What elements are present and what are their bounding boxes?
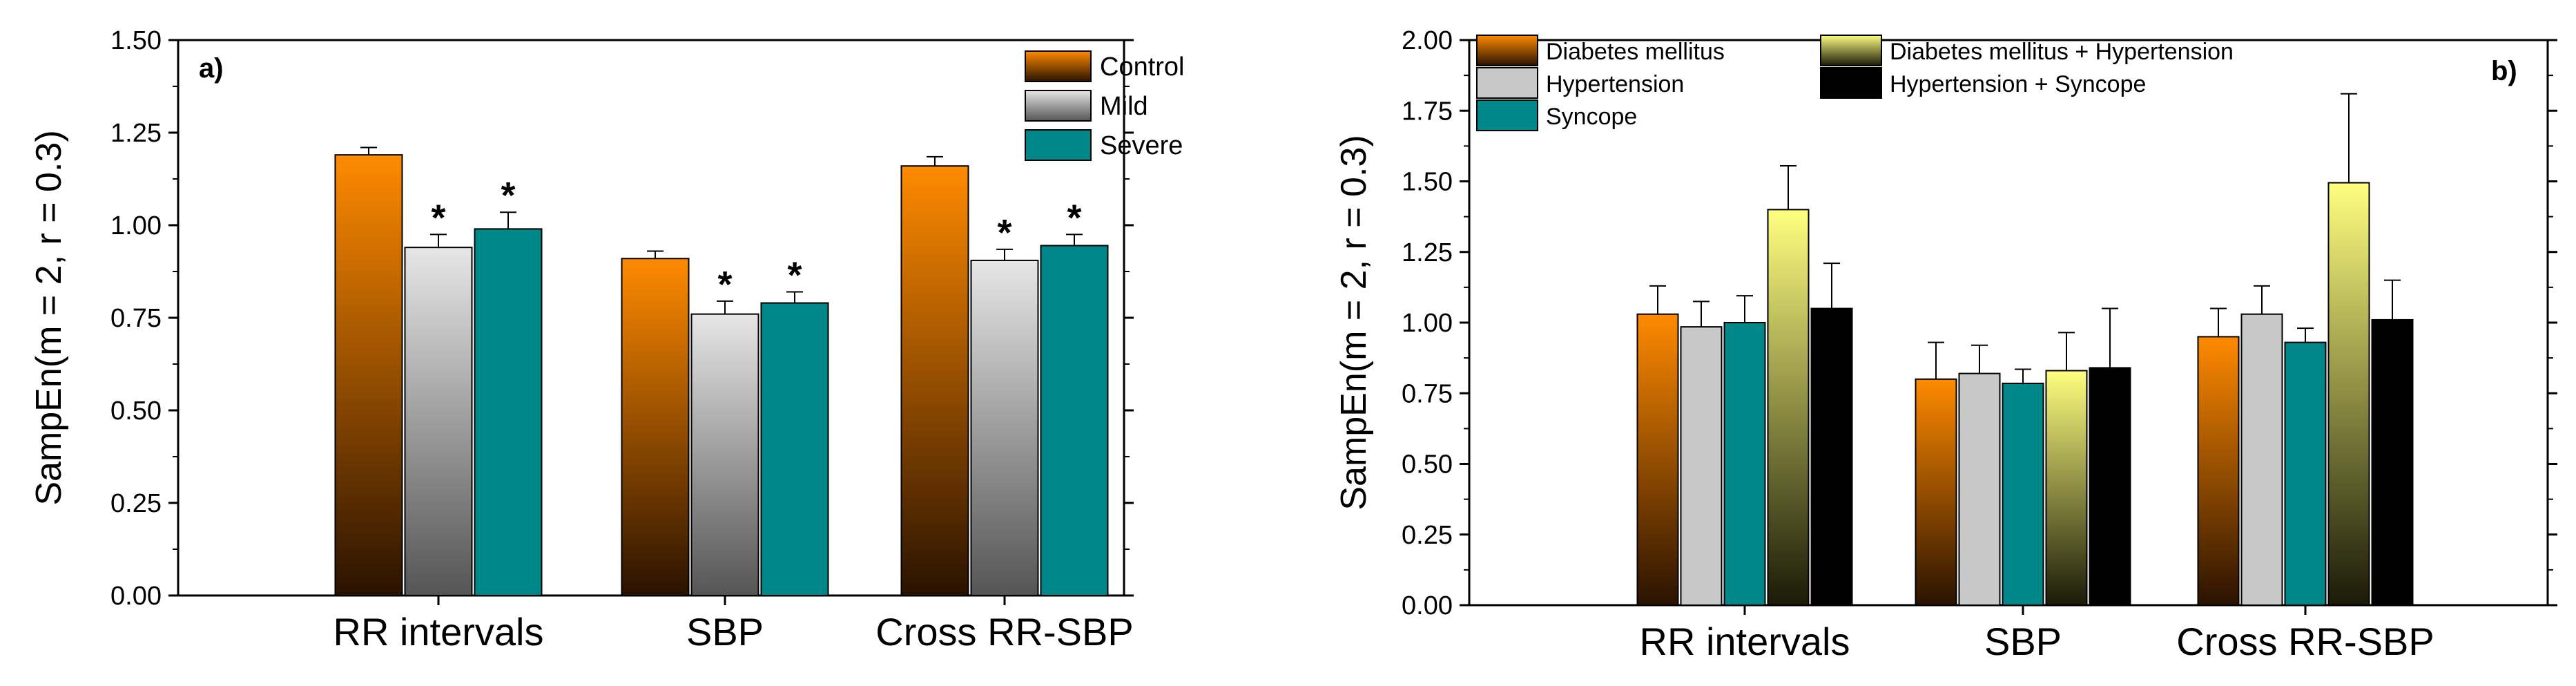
legend-label-diabetes-mellitus-hypertension: Diabetes mellitus + Hypertension	[1890, 39, 2234, 65]
legend-label-syncope: Syncope	[1546, 104, 1637, 130]
x-category-label: RR intervals	[1640, 620, 1850, 663]
x-category-label: SBP	[686, 610, 764, 654]
bar-control	[334, 154, 403, 597]
bar-severe	[760, 302, 829, 596]
chart-panel-b: 0.00 0.25 0.50 0.75 1.00 1.25 1.50 1.75 2.00 Samp…	[1334, 26, 2557, 663]
legend-label-hypertension-syncope: Hypertension + Syncope	[1890, 71, 2146, 97]
legend-swatch-control	[1025, 50, 1092, 82]
panel-label: b)	[2491, 56, 2517, 86]
y-tick-label: 1.25	[1402, 238, 1453, 267]
significance-star: *	[1067, 197, 1081, 238]
y-tick-label: 0.00	[1402, 591, 1453, 620]
legend-label-mild: Mild	[1100, 92, 1148, 121]
legend-swatch-hypertension	[1476, 67, 1538, 99]
bar-syncope	[2284, 341, 2327, 606]
bar-diabetes-mellitus-hypertension	[2327, 182, 2370, 607]
bar-hypertension-syncope	[2089, 367, 2131, 606]
y-tick-label: 0.25	[1402, 521, 1453, 550]
legend-label-hypertension: Hypertension	[1546, 71, 1684, 97]
significance-star: *	[997, 212, 1011, 254]
bar-diabetes-mellitus	[2197, 336, 2240, 606]
y-tick-label: 1.00	[1402, 309, 1453, 338]
legend-swatch-diabetes-mellitus-hypertension	[1820, 35, 1882, 66]
y-axis-title: SampEn(m = 2, r = 0.3)	[29, 130, 69, 505]
legend-swatch-diabetes-mellitus	[1476, 35, 1538, 66]
bar-hypertension	[1958, 372, 2001, 606]
legend-swatch-hypertension-syncope	[1820, 67, 1882, 99]
bar-hypertension-syncope	[2371, 318, 2414, 606]
x-category-label: Cross RR-SBP	[2176, 620, 2434, 663]
legend: Diabetes mellitus Hypertension Syncope Diab…	[1476, 35, 2234, 131]
y-tick-label: 0.50	[1402, 450, 1453, 479]
y-tick-label: 2.00	[1402, 26, 1453, 55]
bar-diabetes-mellitus	[1636, 313, 1679, 606]
bar-control	[900, 165, 969, 597]
y-axis-title: SampEn(m = 2, r = 0.3)	[1334, 135, 1374, 510]
bar-control	[621, 258, 690, 596]
y-tick-label: 0.50	[110, 397, 162, 426]
significance-star: *	[431, 197, 445, 238]
x-category-label: SBP	[1984, 620, 2062, 663]
bar-diabetes-mellitus-hypertension	[1767, 209, 1810, 606]
y-tick-label: 0.25	[110, 489, 162, 518]
significance-star: *	[501, 175, 515, 216]
bar-mild	[404, 247, 473, 596]
significance-star: *	[787, 254, 802, 296]
bar-severe	[474, 228, 543, 596]
y-tick-label: 0.75	[1402, 379, 1453, 408]
y-tick-label: 1.75	[1402, 97, 1453, 126]
bar-diabetes-mellitus-hypertension	[2045, 370, 2088, 607]
significance-star: *	[717, 264, 732, 305]
legend-swatch-mild	[1025, 90, 1092, 122]
chart-panel-a: 0.00 0.25 0.50 0.75 1.00 1.25 1.50 SampEn(m = 2…	[29, 26, 1185, 654]
y-tick-label: 0.00	[110, 582, 162, 611]
bar-syncope	[1723, 322, 1766, 606]
bar-syncope	[2002, 382, 2044, 606]
bar-hypertension	[1680, 326, 1723, 606]
y-tick-label: 0.75	[110, 304, 162, 333]
bar-mild	[970, 259, 1039, 596]
y-tick-label: 1.50	[110, 26, 162, 55]
legend-swatch-syncope	[1476, 99, 1538, 131]
legend-label-severe: Severe	[1100, 131, 1183, 160]
bar-mild	[690, 313, 759, 596]
y-tick-label: 1.25	[110, 119, 162, 148]
legend: Control Mild Severe	[1025, 50, 1185, 161]
bar-severe	[1040, 245, 1109, 596]
bar-hypertension-syncope	[1810, 307, 1853, 606]
y-tick-label: 1.00	[110, 211, 162, 240]
y-tick-label: 1.50	[1402, 168, 1453, 197]
bar-diabetes-mellitus	[1915, 378, 1957, 606]
panel-label: a)	[199, 53, 224, 84]
x-category-label: RR intervals	[333, 610, 544, 654]
legend-label-control: Control	[1100, 53, 1185, 82]
legend-swatch-severe	[1025, 129, 1092, 161]
legend-label-diabetes-mellitus: Diabetes mellitus	[1546, 39, 1725, 65]
bar-hypertension	[2240, 313, 2283, 606]
x-category-label: Cross RR-SBP	[875, 610, 1133, 654]
